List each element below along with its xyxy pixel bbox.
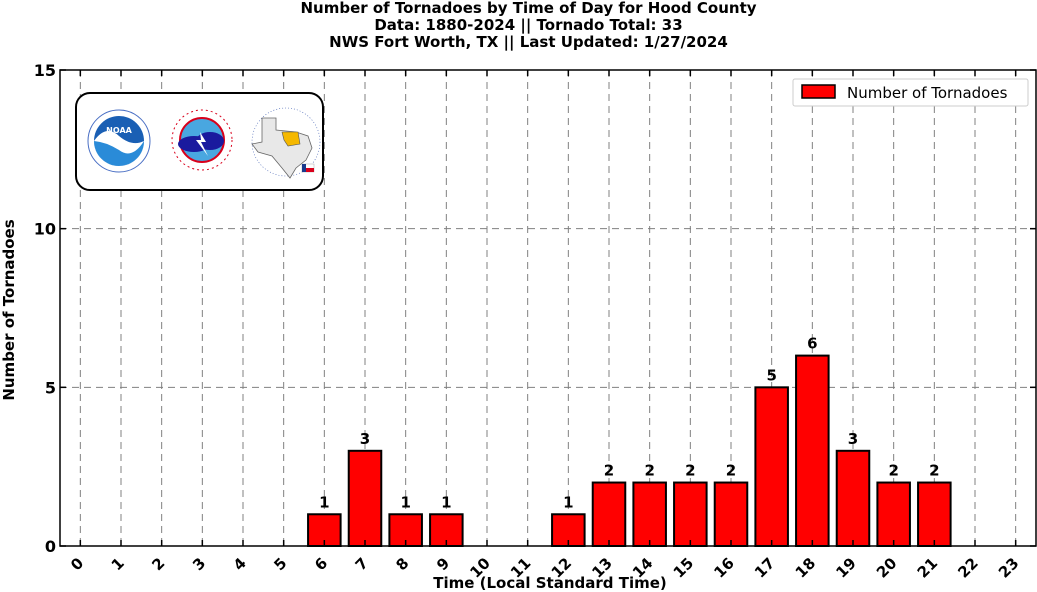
chart-title-line-2: Data: 1880-2024 || Tornado Total: 33 xyxy=(374,16,683,34)
bar-value-label: 1 xyxy=(563,493,573,511)
y-tick-label: 0 xyxy=(45,537,56,556)
x-tick-label: 20 xyxy=(873,554,900,581)
x-axis-label: Time (Local Standard Time) xyxy=(433,574,667,592)
bar xyxy=(713,481,749,547)
bars xyxy=(307,354,952,548)
bar-value-label: 5 xyxy=(766,366,776,384)
bar-value-label: 3 xyxy=(848,430,858,448)
noaa-logo: NOAA xyxy=(87,109,151,173)
legend-label: Number of Tornadoes xyxy=(847,84,1008,102)
bar-value-label: 1 xyxy=(400,493,410,511)
bar xyxy=(835,449,871,547)
bar-value-label: 2 xyxy=(685,462,695,480)
bar-value-label: 1 xyxy=(319,493,329,511)
bar xyxy=(347,449,383,547)
bar-value-labels: 1 3 1 1 1 2 2 2 2 5 6 3 2 2 xyxy=(319,335,939,512)
y-tick-label: 15 xyxy=(34,61,56,80)
y-tick-label: 5 xyxy=(45,378,56,397)
bar xyxy=(795,354,830,547)
bar-value-label: 2 xyxy=(726,462,736,480)
bar xyxy=(591,481,627,547)
bar-value-label: 2 xyxy=(604,462,614,480)
bar xyxy=(673,481,708,547)
national-weather-service-logo xyxy=(170,108,234,172)
x-tick-label: 1 xyxy=(108,554,128,574)
bar xyxy=(388,513,423,547)
bar-value-label: 2 xyxy=(888,462,898,480)
x-tick-label: 9 xyxy=(433,554,453,574)
x-tick-label: 5 xyxy=(270,554,290,574)
chart-title: Number of Tornadoes by Time of Day for H… xyxy=(0,0,1037,51)
x-tick-label: 21 xyxy=(914,554,941,581)
chart-title-line-1: Number of Tornadoes by Time of Day for H… xyxy=(300,0,757,17)
y-axis-label: Number of Tornadoes xyxy=(0,219,18,400)
bar-value-label: 2 xyxy=(644,462,654,480)
x-tick-label: 18 xyxy=(792,554,819,581)
x-tick-label: 16 xyxy=(710,554,737,581)
bar-value-label: 2 xyxy=(929,462,939,480)
legend: Number of Tornadoes xyxy=(792,78,1029,107)
bar-value-label: 1 xyxy=(441,493,451,511)
x-tick-label: 0 xyxy=(67,554,87,574)
y-tick-label: 10 xyxy=(34,220,56,239)
logo-box: NOAA xyxy=(75,92,324,191)
bar-value-label: 6 xyxy=(807,335,817,353)
plot-frame xyxy=(59,69,1037,547)
chart-title-line-3: NWS Fort Worth, TX || Last Updated: 1/27… xyxy=(329,33,728,51)
bar xyxy=(917,481,952,547)
x-tick-label: 19 xyxy=(832,554,859,581)
bar xyxy=(632,481,667,547)
x-tick-label: 23 xyxy=(995,554,1022,581)
x-tick-label: 6 xyxy=(311,554,331,574)
x-tick-label: 8 xyxy=(392,554,412,574)
nws-fort-worth-texas-logo xyxy=(251,107,321,179)
legend-swatch xyxy=(801,84,836,99)
x-tick-label: 4 xyxy=(230,554,250,574)
svg-text:NOAA: NOAA xyxy=(106,126,132,135)
x-tick-label: 15 xyxy=(670,554,697,581)
bar xyxy=(754,386,789,548)
x-tick-label: 3 xyxy=(189,554,209,574)
x-tick-label: 17 xyxy=(751,554,778,581)
bar-value-label: 3 xyxy=(360,430,370,448)
bar xyxy=(876,481,911,547)
x-tick-label: 22 xyxy=(954,554,981,581)
x-tick-label: 7 xyxy=(352,554,372,574)
x-tick-label: 2 xyxy=(148,554,168,574)
